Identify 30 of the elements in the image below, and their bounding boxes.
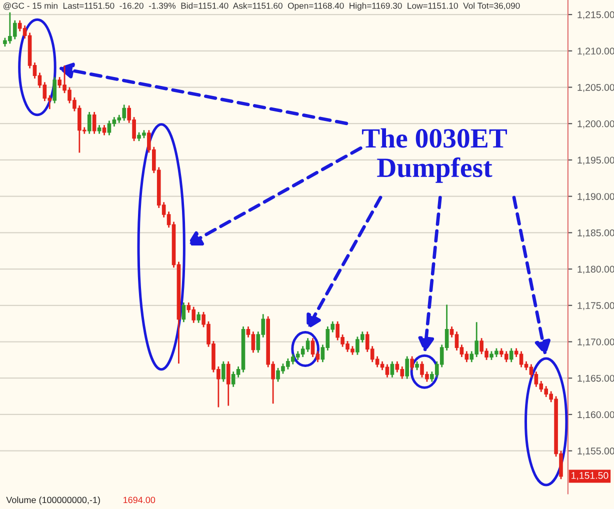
candlestick <box>182 302 186 323</box>
y-tick-label: 1,180.00 <box>578 266 614 274</box>
candlestick <box>226 360 230 406</box>
y-tick-label: 1,170.00 <box>578 338 614 347</box>
y-tick-label: 1,195.00 <box>578 156 614 165</box>
text: 1694.00 <box>123 496 156 504</box>
candlestick <box>92 111 96 134</box>
annotation: 1,151.50 <box>572 472 608 480</box>
y-tick-label: 1,205.00 <box>578 84 614 92</box>
candlestick <box>405 356 410 380</box>
y-tick-label: 1,160.00 <box>578 411 614 420</box>
candlestick <box>87 111 92 134</box>
annotation: The 0030ET Dumpfest <box>362 128 507 183</box>
y-tick-label: 1,175.00 <box>578 302 614 310</box>
y-tick-label: 1,200.00 <box>578 120 614 128</box>
candlestick <box>390 360 394 378</box>
text: Volume (100000000,-1) <box>6 496 100 505</box>
chart-title: @GC - 15 min Last=1151.50 -16.20 -1.39% Bid=1151.40 Ask=1151.60 Open=1168.40 High=1169.30 Low=1151.10 Vol Tot=36,090 <box>4 2 520 10</box>
y-tick-label: 1,190.00 <box>578 193 614 202</box>
y-tick-label: 1,185.00 <box>578 229 614 238</box>
candlestick <box>410 356 414 371</box>
candlestick <box>52 76 57 104</box>
candlestick <box>509 348 514 363</box>
candlestick <box>196 311 200 324</box>
y-tick-label: 1,210.00 <box>578 48 614 56</box>
y-tick-label: 1,155.00 <box>578 448 614 456</box>
y-tick-label: 1,165.00 <box>578 374 614 383</box>
candlestick <box>222 360 226 382</box>
y-tick-label: 1,215.00 <box>578 11 614 20</box>
candlestick <box>102 124 106 136</box>
